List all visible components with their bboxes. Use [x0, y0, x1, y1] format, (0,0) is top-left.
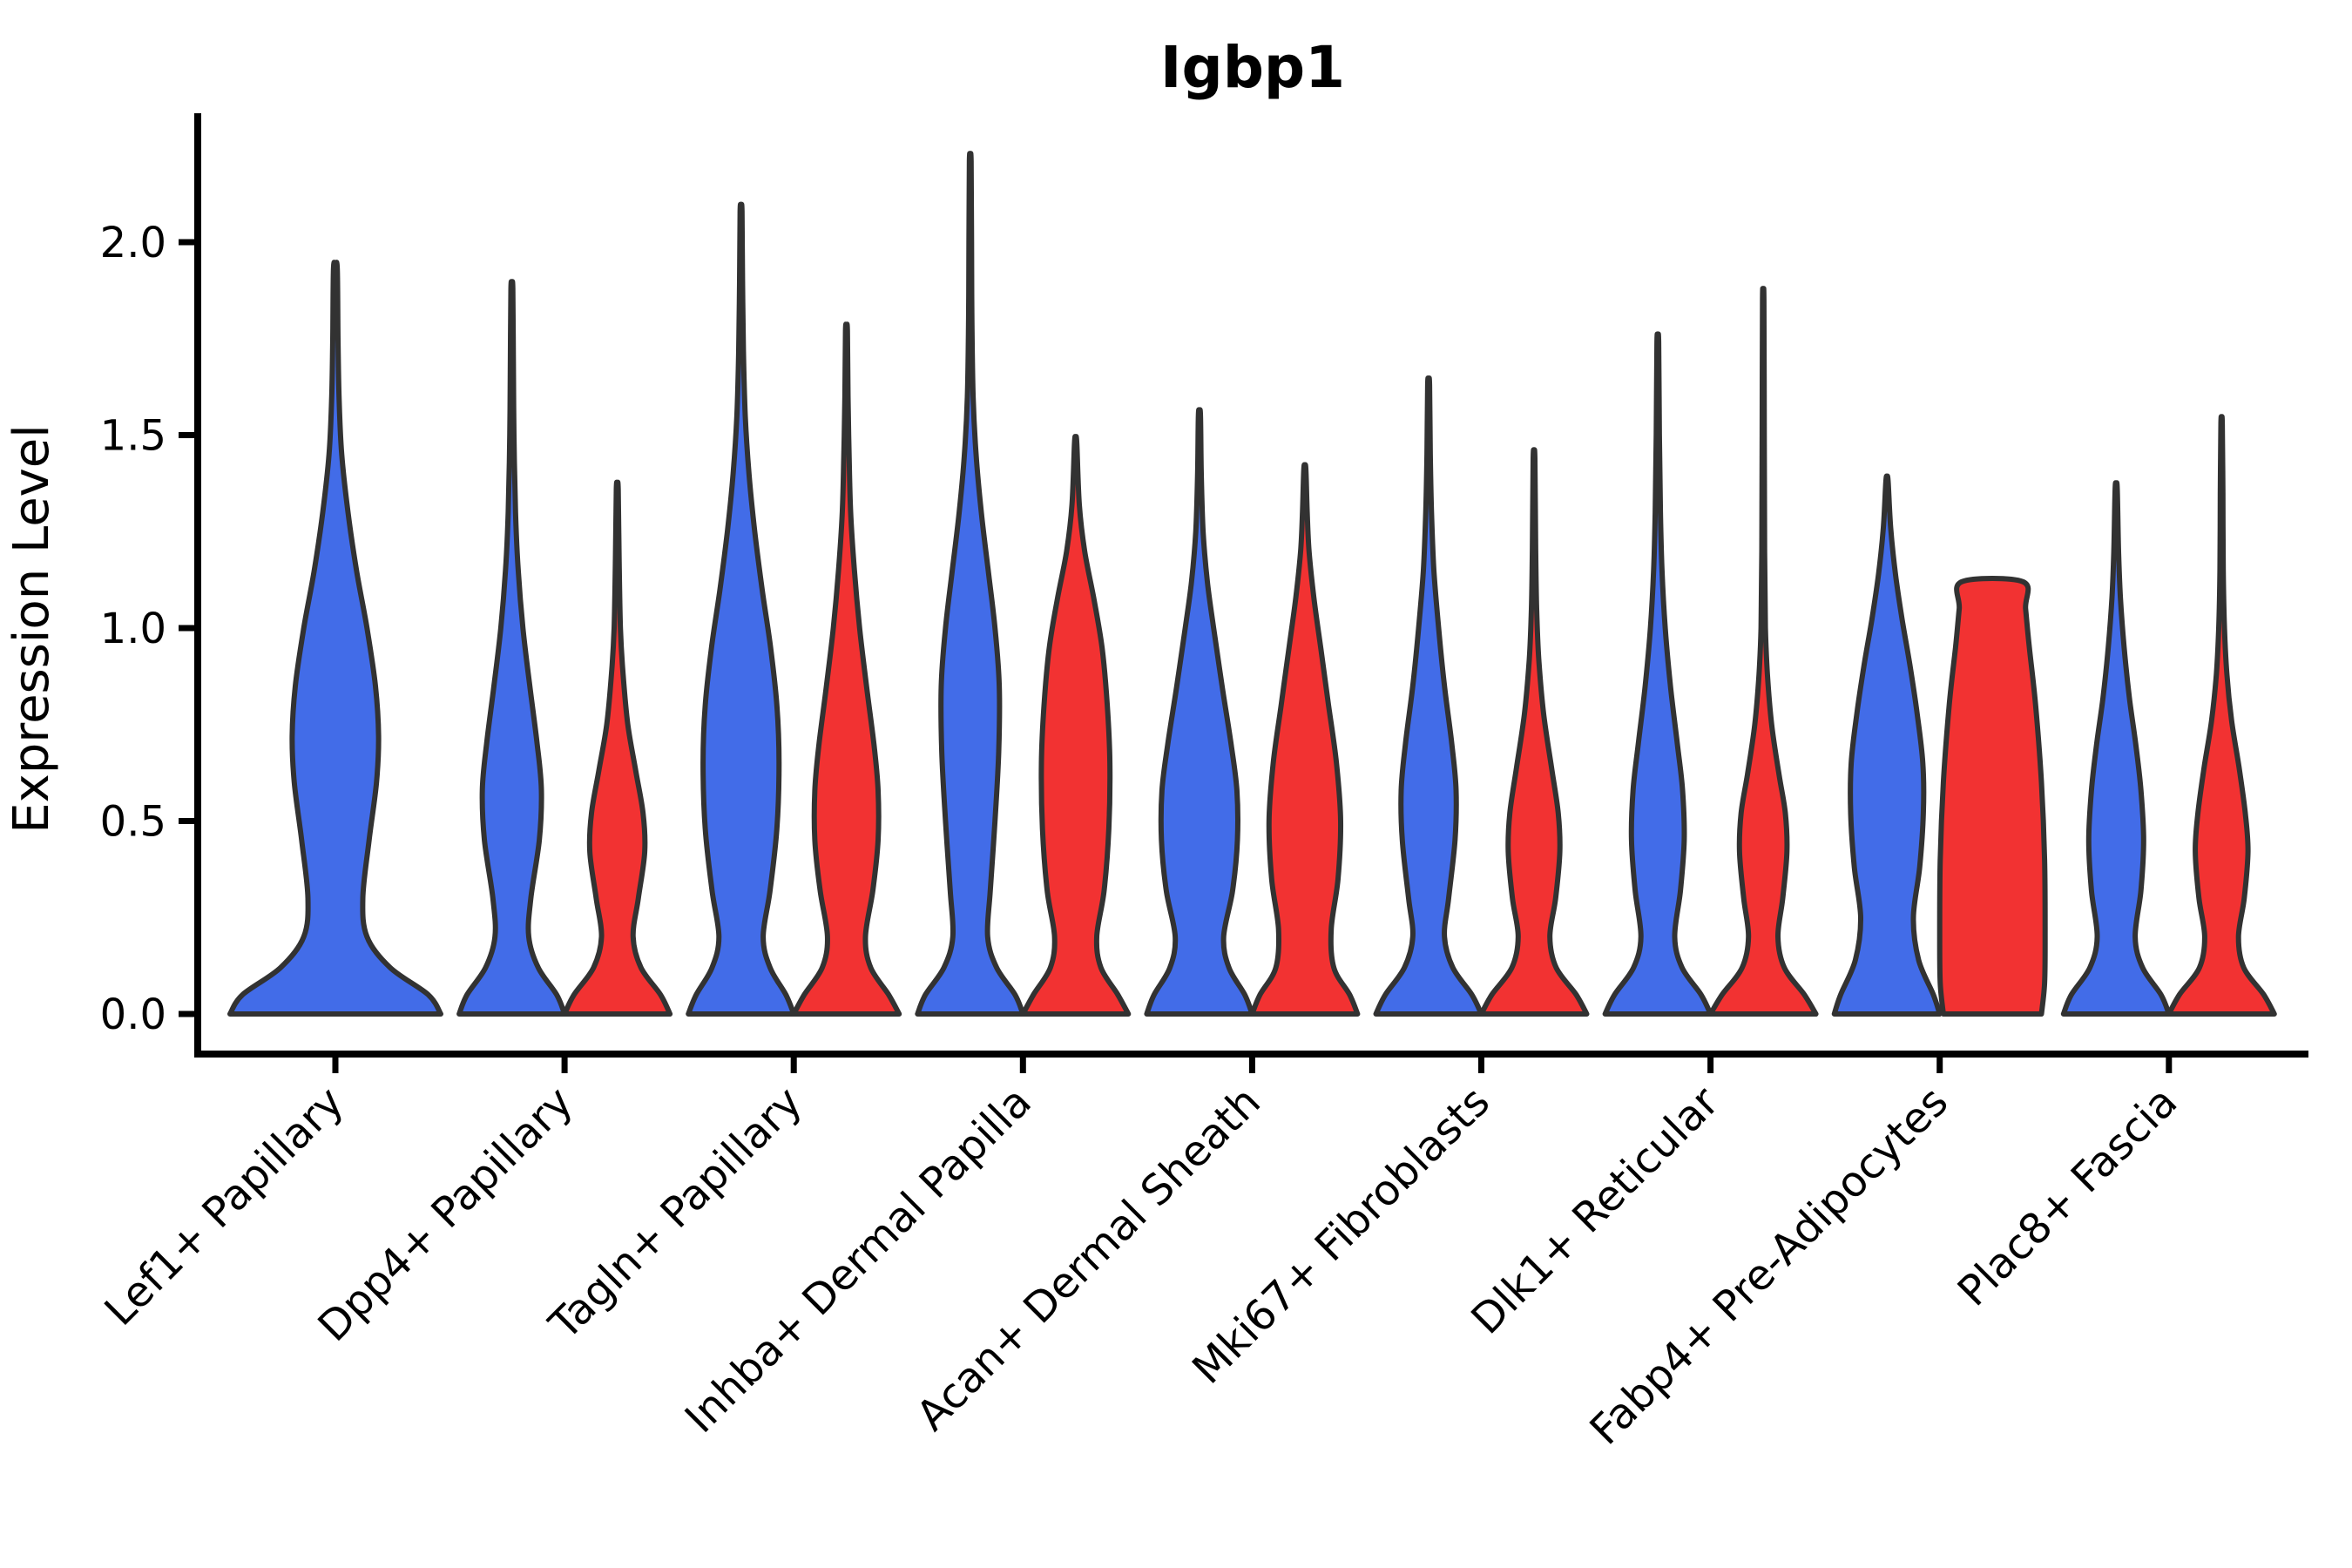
violin-plac8-fascia-red [2166, 414, 2277, 1017]
violin-inhba-dermal-papilla-red [1020, 434, 1132, 1017]
plot-title: Igbp1 [1160, 34, 1345, 101]
y-tick-label: 0.5 [100, 798, 166, 847]
violin-dlk1-reticular-blue [1602, 331, 1713, 1017]
violin-mki67-fibroblasts-red [1478, 447, 1590, 1017]
y-axis-ticks: 0.0 0.5 1.0 1.5 2.0 [100, 219, 198, 1039]
violin-mki67-fibroblasts-blue [1373, 375, 1484, 1017]
y-tick-label: 1.0 [100, 605, 166, 653]
violin-dpp4-papillary-red [562, 479, 673, 1017]
violin-dpp4-papillary-blue [456, 279, 568, 1017]
violins-group [227, 151, 2277, 1017]
y-axis-label: Expression Level [3, 424, 60, 834]
axes-group [194, 113, 2308, 1058]
violin-inhba-dermal-papilla-blue [915, 151, 1026, 1017]
violin-acan-dermal-sheath-red [1249, 462, 1361, 1017]
violin-lef1-papillary-blue [227, 260, 443, 1017]
y-tick-label: 2.0 [100, 219, 166, 267]
violin-tagln-papillary-blue [686, 201, 797, 1017]
violin-fabp4-pre-adipocytes-red [1936, 576, 2048, 1017]
violin-tagln-papillary-red [791, 321, 902, 1017]
y-tick-label: 1.5 [100, 412, 166, 461]
violin-dlk1-reticular-red [1707, 286, 1819, 1017]
y-tick-label: 0.0 [100, 990, 166, 1039]
violin-acan-dermal-sheath-blue [1144, 407, 1255, 1017]
violin-fabp4-pre-adipocytes-blue [1831, 473, 1943, 1017]
violin-plac8-fascia-blue [2060, 480, 2172, 1017]
